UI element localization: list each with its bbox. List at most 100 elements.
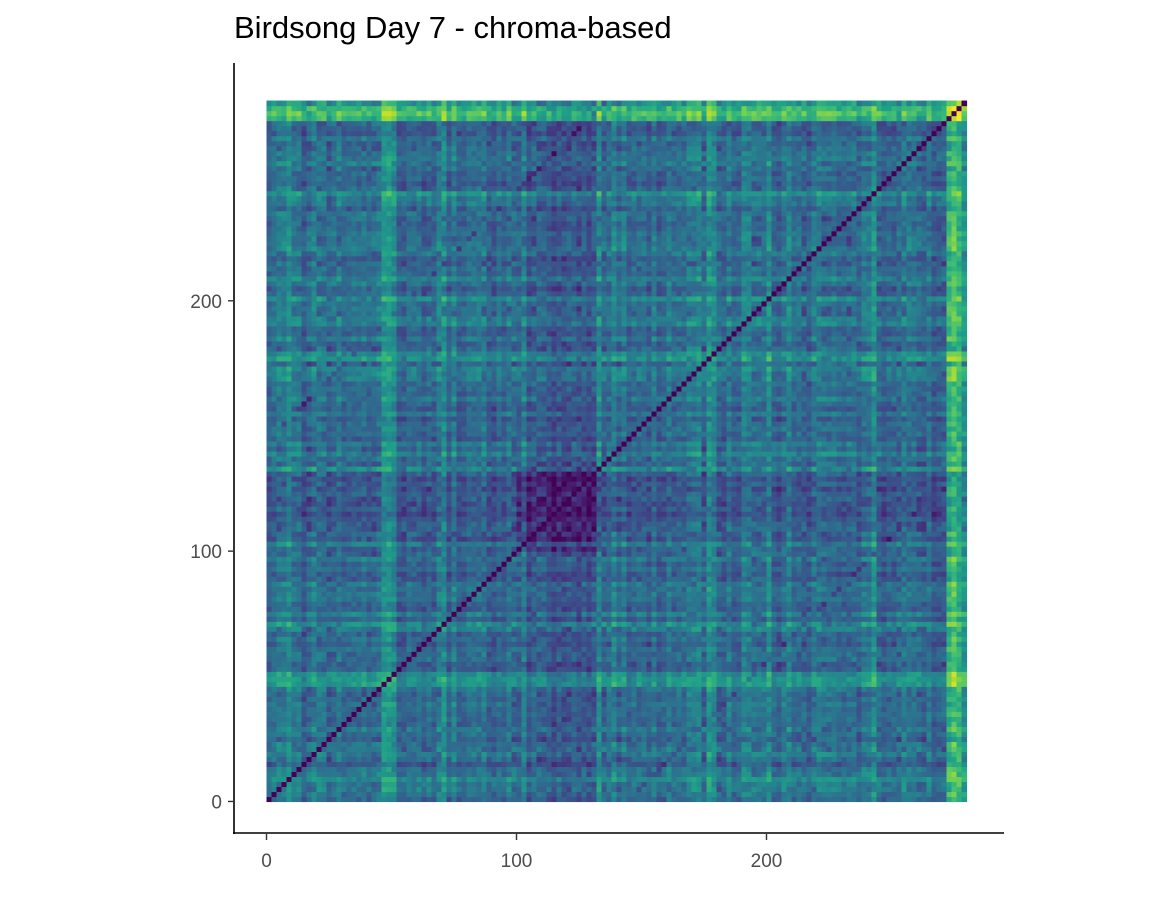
heatmap-cell bbox=[316, 355, 323, 362]
heatmap-cell bbox=[306, 175, 313, 182]
heatmap-cell bbox=[301, 601, 308, 607]
heatmap-cell bbox=[386, 656, 393, 662]
heatmap-cell bbox=[416, 300, 423, 307]
heatmap-cell bbox=[281, 466, 288, 472]
heatmap-cell bbox=[296, 330, 303, 337]
heatmap-cell bbox=[441, 496, 448, 502]
heatmap-cell bbox=[376, 185, 383, 192]
heatmap-cell bbox=[346, 476, 353, 482]
heatmap-cell bbox=[336, 781, 343, 788]
heatmap-cell bbox=[276, 471, 283, 477]
heatmap-cell bbox=[361, 616, 368, 622]
heatmap-cell bbox=[416, 646, 423, 652]
heatmap-cell bbox=[411, 145, 418, 152]
heatmap-cell bbox=[351, 611, 358, 617]
heatmap-cell bbox=[366, 496, 373, 502]
heatmap-cell bbox=[426, 471, 433, 477]
heatmap-cell bbox=[281, 671, 288, 677]
heatmap-cell bbox=[376, 275, 383, 282]
heatmap-cell bbox=[296, 606, 303, 612]
heatmap-cell bbox=[421, 200, 428, 207]
heatmap-cell bbox=[416, 691, 423, 697]
heatmap-cell bbox=[296, 691, 303, 697]
heatmap-cell bbox=[311, 145, 318, 152]
heatmap-cell bbox=[371, 100, 378, 107]
heatmap-cell bbox=[296, 140, 303, 147]
heatmap-cell bbox=[431, 456, 438, 462]
heatmap-cell bbox=[286, 771, 293, 778]
heatmap-cell bbox=[346, 115, 353, 122]
heatmap-cell bbox=[301, 135, 308, 142]
heatmap-cell bbox=[306, 230, 313, 237]
heatmap-cell bbox=[286, 521, 293, 527]
heatmap-cell bbox=[376, 385, 383, 392]
heatmap-cell bbox=[341, 571, 348, 577]
heatmap-cell bbox=[351, 440, 358, 447]
heatmap-cell bbox=[396, 210, 403, 217]
heatmap-cell bbox=[296, 160, 303, 167]
heatmap-cell bbox=[366, 160, 373, 167]
heatmap-cell bbox=[331, 771, 338, 778]
heatmap-cell bbox=[426, 656, 433, 662]
heatmap-cell bbox=[321, 240, 328, 247]
heatmap-cell bbox=[366, 120, 373, 127]
heatmap-cell bbox=[361, 586, 368, 592]
heatmap-cell bbox=[406, 746, 413, 752]
heatmap-cell bbox=[376, 676, 383, 682]
heatmap-cell bbox=[396, 636, 403, 642]
heatmap-cell bbox=[366, 305, 373, 312]
heatmap-cell bbox=[371, 631, 378, 637]
heatmap-cell bbox=[346, 486, 353, 492]
heatmap-cell bbox=[371, 556, 378, 562]
heatmap-cell bbox=[371, 290, 378, 297]
heatmap-cell bbox=[411, 340, 418, 347]
heatmap-cell bbox=[276, 135, 283, 142]
heatmap-cell bbox=[341, 526, 348, 532]
heatmap-cell bbox=[396, 125, 403, 132]
heatmap-cell bbox=[306, 415, 313, 422]
heatmap-cell bbox=[401, 741, 408, 747]
heatmap-cell bbox=[351, 165, 358, 172]
heatmap-cell bbox=[316, 175, 323, 182]
heatmap-cell bbox=[396, 521, 403, 527]
heatmap-cell bbox=[401, 105, 408, 112]
heatmap-cell bbox=[366, 265, 373, 272]
heatmap-cell bbox=[341, 215, 348, 222]
heatmap-cell bbox=[281, 130, 288, 137]
heatmap-cell bbox=[296, 250, 303, 257]
heatmap-cell bbox=[306, 476, 313, 482]
heatmap-cell bbox=[281, 456, 288, 462]
heatmap-cell bbox=[276, 255, 283, 262]
heatmap-cell bbox=[411, 686, 418, 692]
heatmap-cell bbox=[411, 591, 418, 597]
heatmap-cell bbox=[366, 270, 373, 277]
heatmap-cell bbox=[411, 200, 418, 207]
heatmap-cell bbox=[436, 781, 443, 788]
heatmap-cell bbox=[351, 676, 358, 682]
heatmap-cell bbox=[336, 506, 343, 512]
heatmap-cell bbox=[366, 175, 373, 182]
heatmap-cell bbox=[336, 360, 343, 367]
heatmap-cell bbox=[361, 741, 368, 747]
heatmap-cell bbox=[326, 446, 333, 452]
heatmap-cell bbox=[336, 410, 343, 417]
heatmap-cell bbox=[361, 456, 368, 462]
heatmap-cell bbox=[341, 521, 348, 527]
heatmap-cell bbox=[356, 576, 363, 582]
heatmap-cell bbox=[391, 751, 398, 757]
heatmap-cell bbox=[316, 225, 323, 232]
heatmap-cell bbox=[371, 160, 378, 167]
heatmap-cell bbox=[376, 125, 383, 132]
heatmap-cell bbox=[426, 501, 433, 507]
heatmap-cell bbox=[396, 796, 403, 803]
heatmap-cell bbox=[431, 466, 438, 472]
heatmap-cell bbox=[341, 751, 348, 757]
heatmap-cell bbox=[361, 305, 368, 312]
heatmap-cell bbox=[311, 270, 318, 277]
heatmap-cell bbox=[326, 330, 333, 337]
heatmap-cell bbox=[391, 726, 398, 732]
heatmap-cell bbox=[271, 400, 278, 407]
heatmap-cell bbox=[281, 636, 288, 642]
heatmap-cell bbox=[331, 325, 338, 332]
heatmap-cell bbox=[371, 130, 378, 137]
